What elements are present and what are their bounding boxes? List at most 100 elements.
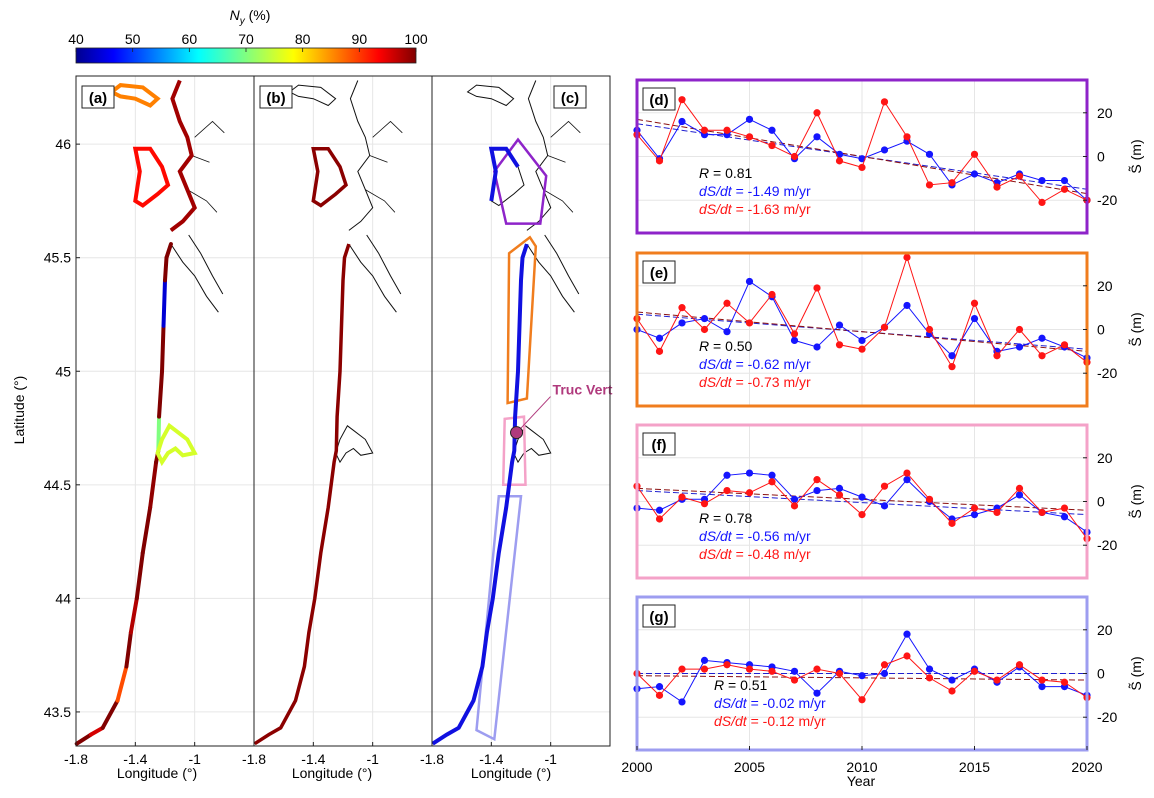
series-blue-point: [813, 486, 821, 495]
ts-xtick-label: 2020: [1071, 759, 1102, 775]
colorbar-tick-label: 90: [352, 31, 368, 47]
ts-xtick-label: 2015: [959, 759, 990, 775]
rate-text-blue: dS/dt = -1.49 m/yr: [699, 183, 811, 199]
rate-value: = -1.49 m/yr: [732, 183, 811, 199]
series-blue-point: [655, 506, 664, 514]
series-blue-point: [1038, 176, 1046, 185]
series-blue-point: [925, 150, 934, 158]
coast-segment-selected: [488, 146, 520, 202]
series-red-point: [1060, 341, 1069, 349]
series-blue-point: [1015, 343, 1024, 351]
panel-label: (d): [649, 92, 668, 109]
panel-label: (b): [266, 90, 285, 107]
series-red-point: [903, 469, 911, 477]
series-blue-point: [678, 117, 686, 126]
coast-segment-ny: [163, 255, 169, 283]
series-red-point: [903, 253, 911, 261]
series-red-point: [655, 691, 664, 699]
map-ytick-label: 45.5: [44, 250, 71, 266]
series-blue-point: [768, 471, 776, 479]
rate-value: = -0.12 m/yr: [747, 713, 826, 729]
series-red-point: [925, 325, 934, 334]
series-blue-point: [858, 493, 866, 501]
series-blue-point: [813, 343, 821, 351]
series-red-point: [880, 482, 889, 490]
rate-symbol: dS/dt: [699, 528, 733, 544]
colorbar-tick-label: 80: [295, 31, 311, 47]
coastline-outline: [348, 243, 397, 313]
rate-symbol: dS/dt: [699, 201, 733, 217]
panel-label-box: [642, 432, 676, 456]
map-xtick-label: -1.8: [64, 751, 88, 767]
map-ylabel: Latitude (°): [11, 376, 27, 445]
map-xtick-label: -1.4: [479, 751, 503, 767]
river-line: [369, 155, 388, 163]
coast-segment-ny: [128, 596, 139, 635]
site-label: Truc Vert: [553, 382, 613, 398]
region-box-g: [475, 494, 523, 742]
correlation-value: = 0.81: [709, 165, 752, 181]
series-blue-point: [880, 669, 889, 678]
correlation-symbol: R: [714, 677, 724, 693]
coastline-outline: [544, 234, 580, 295]
coast-segment-ny: [155, 422, 198, 467]
ts-ytick-label: -20: [1097, 365, 1117, 381]
series-red-point: [1038, 198, 1046, 206]
rate-text-red: dS/dt = -0.12 m/yr: [714, 713, 826, 729]
coastline-outline: [466, 84, 515, 107]
coastline-outline: [513, 425, 552, 464]
ts-xlabel: Year: [847, 773, 876, 789]
river-line: [194, 120, 225, 138]
series-red-point: [723, 661, 731, 669]
ts-panel-e: -20 0 20 S̃ (m) (e) R = 0.50 dS/dt = -0.62 m/y…: [633, 251, 1144, 408]
correlation-text: R = 0.81: [699, 165, 753, 181]
series-blue-point: [970, 170, 979, 178]
panel-label-box: [81, 85, 115, 109]
series-red-point: [948, 687, 956, 695]
coastline-outline: [366, 234, 402, 295]
series-blue-point: [1038, 334, 1046, 342]
ts-xtick-label: 2005: [734, 759, 765, 775]
map-ytick-label: 45: [55, 363, 71, 379]
panel-label-box: [642, 604, 676, 628]
rate-value: = -0.56 m/yr: [732, 528, 811, 544]
series-red-point: [700, 500, 709, 508]
map-xtick-label: -1: [366, 751, 379, 767]
correlation-text: R = 0.51: [714, 677, 768, 693]
series-red-point: [970, 150, 979, 158]
map-ytick-label: 43.5: [44, 704, 71, 720]
trend-line-red: [636, 311, 1088, 352]
coast-segment-ny: [140, 505, 153, 555]
rate-symbol: dS/dt: [714, 695, 748, 711]
coastline-outline: [335, 425, 374, 464]
panel-label-box: [259, 85, 293, 109]
series-red-point: [768, 141, 776, 150]
rate-text-red: dS/dt = -1.63 m/yr: [699, 201, 811, 217]
ts-ytick-label: -20: [1097, 709, 1117, 725]
coast-segment-ny: [161, 278, 167, 328]
series-blue-point: [790, 495, 799, 503]
series-red-point: [1038, 508, 1046, 517]
ts-panel-g: -20 0 20 S̃ (m) (g) R = 0.51 dS/dt = -0.02 m/y…: [621, 595, 1144, 775]
series-red-point: [655, 515, 664, 523]
rate-value: = -1.63 m/yr: [732, 201, 811, 217]
series-blue-point: [948, 352, 956, 360]
coast-segment-ny: [74, 732, 93, 746]
coastline-outline: [526, 80, 552, 231]
series-red-point: [723, 126, 731, 134]
series-blue-point: [813, 133, 821, 141]
series-red-point: [790, 502, 799, 510]
coast-segment-ny: [124, 630, 133, 669]
series-red-point: [903, 133, 911, 141]
site-leader-line: [520, 396, 551, 429]
series-blue-point: [1038, 683, 1046, 691]
series-red-point: [858, 511, 866, 519]
series-red-point: [1060, 504, 1069, 512]
rate-value: = -0.48 m/yr: [732, 546, 811, 562]
panel-label: (a): [89, 90, 107, 107]
series-red-point: [813, 284, 821, 292]
colorbar-ticks: 40 50 60 70 80 90 100: [68, 31, 428, 52]
series-blue-point: [745, 115, 754, 123]
coastline-outline: [170, 243, 219, 313]
